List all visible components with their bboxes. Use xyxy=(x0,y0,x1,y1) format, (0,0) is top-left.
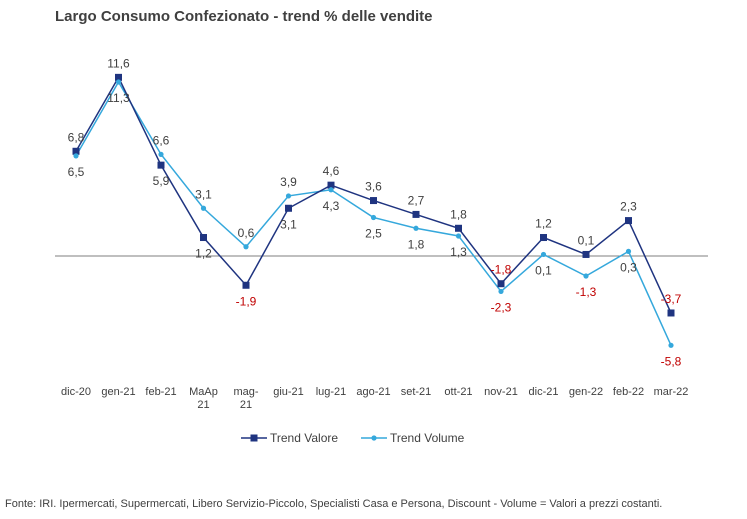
valore-data-label-dic-21: 1,2 xyxy=(535,217,552,231)
x-tick-label-feb-22: feb-22 xyxy=(613,386,644,398)
valore-data-label-feb-22: 2,3 xyxy=(620,200,637,214)
series-line-volume xyxy=(75,80,672,346)
volume-data-label-mag-21: 0,6 xyxy=(238,226,255,240)
x-tick-label-lug-21: lug-21 xyxy=(316,386,347,398)
valore-data-label-nov-21: -1,8 xyxy=(491,263,512,277)
volume-data-label-gen-22: -1,3 xyxy=(576,285,597,299)
volume-point-mag-21 xyxy=(243,244,249,250)
valore-point-mar-22 xyxy=(667,309,675,317)
valore-point-ott-21 xyxy=(455,224,462,232)
x-tick-label-ago-21: ago-21 xyxy=(356,386,390,398)
valore-data-label-mag-21: -1,9 xyxy=(236,294,257,308)
volume-data-label-mar-22: -5,8 xyxy=(661,354,682,368)
x-tick-label-giu-21: giu-21 xyxy=(273,386,304,398)
valore-point-gen-21 xyxy=(115,73,122,81)
series-line-valore xyxy=(75,75,672,314)
volume-point-dic-21 xyxy=(540,251,547,258)
x-tick-label-nov-21: nov-21 xyxy=(484,386,518,398)
x-tick-label-feb-21: feb-21 xyxy=(145,386,176,398)
volume-point-lug-21 xyxy=(328,187,334,193)
legend-marker-volume xyxy=(371,435,377,441)
volume-point-MaAp-21 xyxy=(200,205,207,211)
x-tick-label-gen-22: gen-22 xyxy=(569,386,603,398)
valore-data-label-set-21: 2,7 xyxy=(408,193,425,207)
volume-point-mar-22 xyxy=(668,342,674,348)
volume-data-label-nov-21: -2,3 xyxy=(491,300,512,314)
valore-point-dic-20 xyxy=(72,147,80,155)
volume-point-ago-21 xyxy=(370,214,377,221)
volume-point-dic-20 xyxy=(73,153,79,159)
volume-data-label-dic-21: 0,1 xyxy=(535,263,552,277)
volume-point-feb-22 xyxy=(625,248,632,254)
valore-point-gen-22 xyxy=(582,250,590,258)
volume-point-feb-21 xyxy=(158,151,164,157)
valore-point-dic-21 xyxy=(540,234,547,242)
valore-data-label-ago-21: 3,6 xyxy=(365,180,382,194)
valore-data-label-MaAp-21: 1,2 xyxy=(195,247,212,261)
volume-data-label-MaAp-21: 3,1 xyxy=(195,187,212,201)
valore-point-mag-21 xyxy=(242,281,250,289)
volume-point-ott-21 xyxy=(455,233,462,239)
line-chart: 6,8 6,5 11,6 11,3 5,9 6,6 1,2 3,1 -1,9 0,6 3,1 3,9 4… xyxy=(55,56,708,445)
volume-data-label-set-21: 1,8 xyxy=(408,237,425,251)
valore-point-MaAp-21 xyxy=(200,234,207,242)
volume-data-label-feb-22: 0,3 xyxy=(620,260,637,274)
valore-data-label-mar-22: -3,7 xyxy=(661,292,682,306)
volume-data-label-dic-20: 6,5 xyxy=(68,165,85,179)
valore-data-label-giu-21: 3,1 xyxy=(280,217,297,231)
source-note: Fonte: IRI. Ipermercati, Supermercati, L… xyxy=(5,498,663,510)
volume-point-set-21 xyxy=(413,225,419,231)
legend-label-valore: Trend Valore xyxy=(270,431,338,445)
legend-marker-valore xyxy=(250,434,258,442)
volume-data-label-feb-21: 6,6 xyxy=(153,133,170,147)
x-tick-label-ott-21: ott-21 xyxy=(444,386,472,398)
valore-point-feb-21 xyxy=(157,161,165,169)
x-tick-label-MaAp-21: MaAp 21 xyxy=(189,386,218,411)
valore-data-label-feb-21: 5,9 xyxy=(153,174,170,188)
valore-point-ago-21 xyxy=(370,197,377,205)
valore-point-lug-21 xyxy=(327,181,335,189)
volume-point-nov-21 xyxy=(498,288,504,295)
valore-data-label-dic-20: 6,8 xyxy=(68,130,85,144)
valore-data-label-gen-21: 11,6 xyxy=(107,56,130,70)
valore-point-nov-21 xyxy=(497,280,505,288)
x-tick-label-mar-22: mar-22 xyxy=(654,386,689,398)
volume-data-label-gen-21: 11,3 xyxy=(107,91,130,105)
volume-data-label-giu-21: 3,9 xyxy=(280,175,297,189)
volume-data-label-ott-21: 1,3 xyxy=(450,245,467,259)
volume-data-label-ago-21: 2,5 xyxy=(365,227,382,241)
x-tick-label-gen-21: gen-21 xyxy=(101,386,135,398)
valore-data-label-lug-21: 4,6 xyxy=(323,164,340,178)
volume-point-giu-21 xyxy=(285,193,292,199)
valore-point-feb-22 xyxy=(625,217,632,225)
valore-point-giu-21 xyxy=(285,204,292,212)
chart-title: Largo Consumo Confezionato - trend % del… xyxy=(55,8,433,25)
x-tick-label-set-21: set-21 xyxy=(401,386,432,398)
volume-point-gen-21 xyxy=(115,79,122,85)
x-tick-label-dic-21: dic-21 xyxy=(529,386,559,398)
x-tick-label-dic-20: dic-20 xyxy=(61,386,91,398)
valore-point-set-21 xyxy=(412,210,420,218)
valore-data-label-ott-21: 1,8 xyxy=(450,207,467,221)
valore-data-label-gen-22: 0,1 xyxy=(578,233,595,247)
legend-label-volume: Trend Volume xyxy=(390,431,465,445)
volume-point-gen-22 xyxy=(583,273,589,279)
x-tick-label-mag-21: mag-21 xyxy=(233,386,258,411)
volume-data-label-lug-21: 4,3 xyxy=(323,199,340,213)
